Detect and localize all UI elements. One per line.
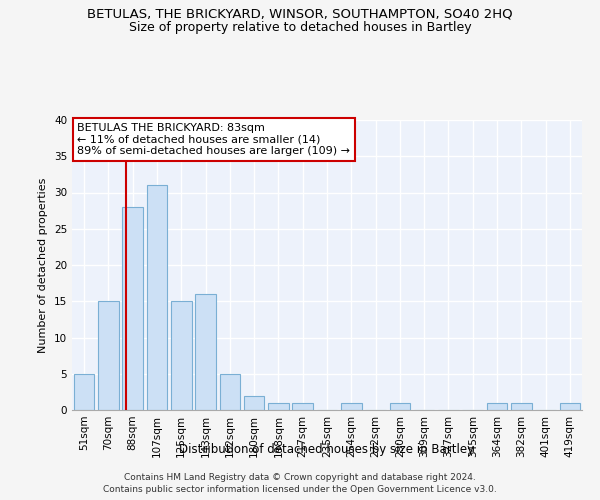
Bar <box>171 301 191 410</box>
Bar <box>487 403 508 410</box>
Bar <box>220 374 240 410</box>
Bar <box>74 374 94 410</box>
Text: BETULAS THE BRICKYARD: 83sqm
← 11% of detached houses are smaller (14)
89% of se: BETULAS THE BRICKYARD: 83sqm ← 11% of de… <box>77 123 350 156</box>
Bar <box>98 301 119 410</box>
Text: Contains public sector information licensed under the Open Government Licence v3: Contains public sector information licen… <box>103 485 497 494</box>
Text: Contains HM Land Registry data © Crown copyright and database right 2024.: Contains HM Land Registry data © Crown c… <box>124 472 476 482</box>
Text: Distribution of detached houses by size in Bartley: Distribution of detached houses by size … <box>179 442 475 456</box>
Bar <box>389 403 410 410</box>
Bar <box>122 207 143 410</box>
Bar <box>511 403 532 410</box>
Bar <box>195 294 216 410</box>
Bar <box>560 403 580 410</box>
Bar <box>292 403 313 410</box>
Text: Size of property relative to detached houses in Bartley: Size of property relative to detached ho… <box>128 21 472 34</box>
Bar <box>244 396 265 410</box>
Bar <box>341 403 362 410</box>
Y-axis label: Number of detached properties: Number of detached properties <box>38 178 49 352</box>
Text: BETULAS, THE BRICKYARD, WINSOR, SOUTHAMPTON, SO40 2HQ: BETULAS, THE BRICKYARD, WINSOR, SOUTHAMP… <box>87 8 513 20</box>
Bar <box>268 403 289 410</box>
Bar <box>146 185 167 410</box>
